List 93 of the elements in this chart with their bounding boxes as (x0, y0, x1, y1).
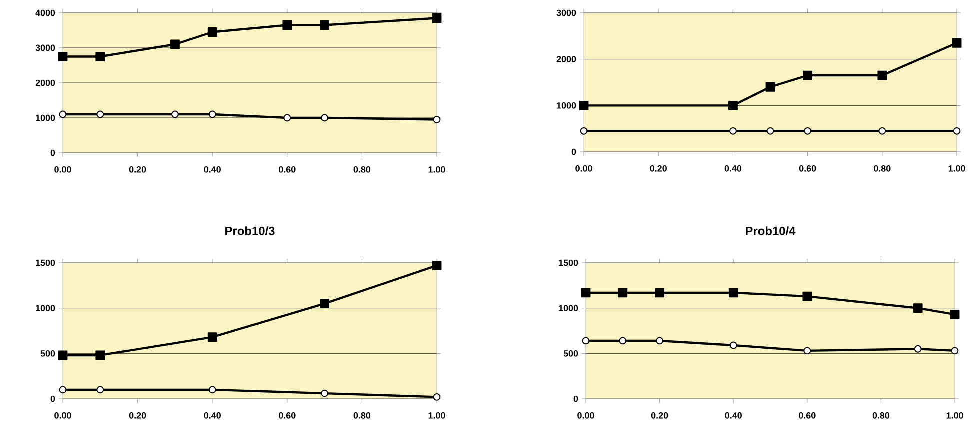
point (96, 350, 106, 360)
point (581, 288, 591, 298)
chart-title: Prob10/4 (746, 226, 796, 236)
y-tick-label: 1500 (559, 260, 578, 266)
point (320, 299, 330, 308)
x-tick-label: 0.60 (279, 412, 296, 419)
x-tick-label: 0.80 (874, 166, 891, 172)
point (59, 386, 67, 394)
x-tick-label: 0.00 (54, 166, 72, 173)
x-tick-label: 0.00 (576, 166, 592, 172)
point (619, 337, 627, 345)
y-tick-label: 0 (50, 150, 56, 156)
point (766, 82, 776, 92)
y-tick-label: 2000 (556, 56, 576, 63)
y-tick-label: 3000 (556, 10, 576, 16)
point (208, 386, 216, 394)
y-tick-label: 1000 (557, 102, 576, 109)
point (208, 332, 218, 342)
point (804, 347, 812, 355)
point (878, 70, 888, 80)
x-tick-label: 1.00 (946, 412, 964, 419)
x-tick-label: 0.80 (354, 166, 371, 173)
point (433, 393, 441, 401)
point (950, 310, 960, 320)
point (282, 20, 292, 30)
point (96, 52, 106, 62)
point (208, 110, 216, 118)
point (730, 342, 738, 350)
point (803, 70, 813, 80)
point (914, 345, 922, 353)
point (579, 100, 589, 110)
point (432, 261, 442, 270)
point (170, 40, 180, 50)
x-tick-label: 0.20 (129, 412, 146, 419)
point (953, 127, 961, 135)
point (728, 288, 738, 298)
point (878, 127, 886, 135)
point (58, 350, 68, 360)
point (284, 114, 292, 122)
point (582, 337, 590, 345)
x-tick-label: 1.00 (948, 166, 966, 172)
point (321, 114, 329, 122)
point (655, 288, 665, 298)
x-tick-label: 0.80 (354, 412, 371, 419)
point (728, 100, 738, 110)
point (730, 127, 737, 135)
point (656, 337, 664, 345)
y-tick-label: 0 (574, 396, 578, 402)
point (618, 288, 628, 298)
y-tick-label: 1000 (559, 305, 578, 312)
y-tick-label: 0 (572, 148, 576, 156)
y-tick-label: 0 (50, 396, 56, 402)
point (172, 110, 179, 118)
x-tick-label: 0.20 (650, 166, 667, 172)
y-tick-label: 1500 (36, 260, 56, 266)
chart-title: Prob10/3 (226, 226, 275, 236)
x-tick-label: 0.20 (651, 412, 668, 419)
point (208, 28, 218, 37)
x-tick-label: 0.40 (204, 412, 221, 419)
x-tick-label: 0.80 (872, 412, 890, 419)
point (952, 38, 962, 48)
x-tick-label: 1.00 (428, 412, 446, 419)
point (321, 390, 329, 398)
y-tick-label: 4000 (36, 10, 56, 16)
point (58, 52, 68, 62)
y-tick-label: 2000 (36, 80, 56, 86)
point (766, 127, 774, 135)
x-tick-label: 0.20 (129, 166, 146, 173)
y-tick-label: 500 (564, 350, 578, 357)
x-tick-label: 0.60 (799, 412, 816, 419)
y-tick-label: 500 (40, 350, 56, 357)
point (580, 127, 588, 135)
x-tick-label: 0.40 (204, 166, 221, 173)
point (59, 110, 67, 118)
point (913, 304, 923, 314)
y-tick-label: 1000 (36, 114, 56, 122)
y-tick-label: 3000 (36, 44, 56, 52)
x-tick-label: 0.00 (578, 412, 594, 419)
point (432, 14, 442, 23)
x-tick-label: 1.00 (428, 166, 446, 173)
x-tick-label: 0.40 (725, 412, 742, 419)
point (96, 386, 104, 394)
x-tick-label: 0.40 (724, 166, 742, 172)
x-tick-label: 0.60 (799, 166, 816, 172)
y-tick-label: 1000 (36, 305, 56, 312)
x-tick-label: 0.00 (54, 412, 72, 419)
point (96, 110, 104, 118)
point (951, 347, 959, 355)
point (804, 127, 812, 135)
point (802, 292, 812, 302)
point (320, 20, 330, 30)
point (433, 116, 441, 124)
x-tick-label: 0.60 (279, 166, 296, 173)
